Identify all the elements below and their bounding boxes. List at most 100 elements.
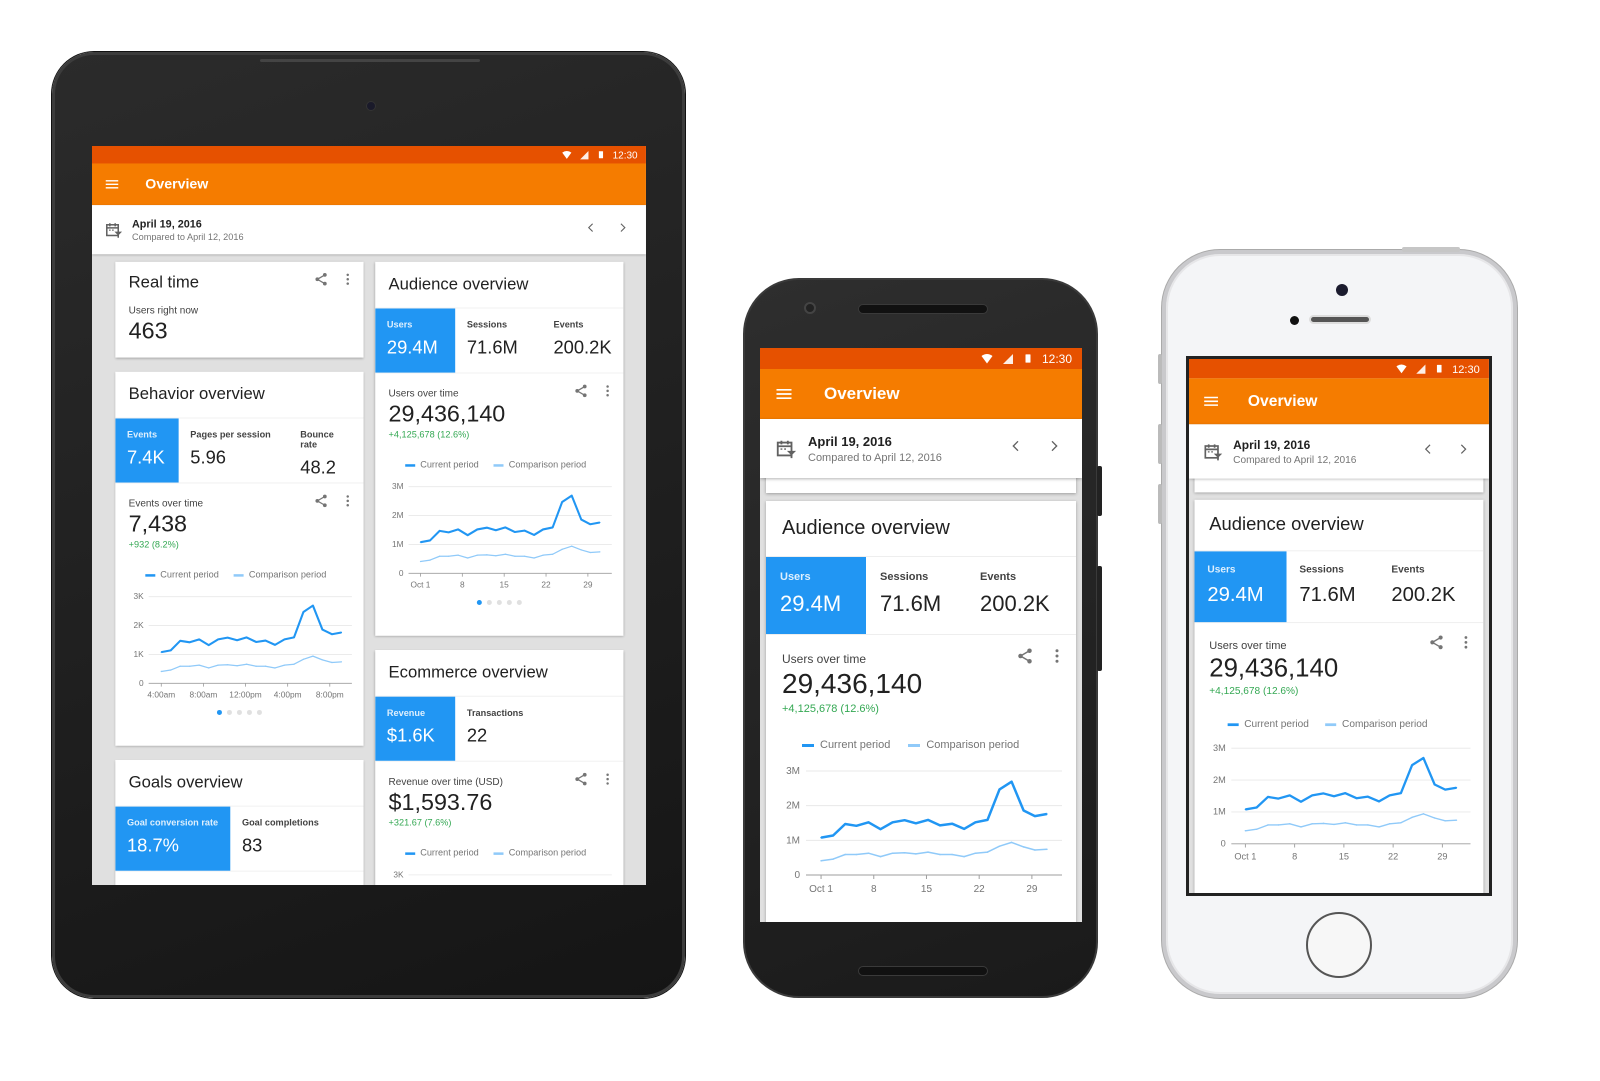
metric-tab[interactable]: Revenue $1.6K xyxy=(375,696,456,761)
more-vert-icon[interactable] xyxy=(1048,647,1066,665)
previous-date-button[interactable] xyxy=(1008,438,1024,459)
chevron-left-icon[interactable] xyxy=(1421,442,1436,457)
more-vert-icon[interactable] xyxy=(340,272,355,287)
more-vert-icon[interactable] xyxy=(1458,634,1475,651)
page-indicator[interactable] xyxy=(129,709,351,715)
menu-icon[interactable] xyxy=(104,176,121,193)
wifi-icon xyxy=(562,150,572,160)
menu-icon[interactable] xyxy=(1202,392,1220,410)
data-point xyxy=(533,557,535,559)
next-date-button[interactable] xyxy=(1046,438,1062,459)
legend-item: Comparison period xyxy=(233,568,326,581)
share-icon[interactable] xyxy=(573,383,588,398)
metric-tab[interactable]: Events 200.2K xyxy=(1379,551,1480,622)
audience-card[interactable]: Audience overview Users 29.4M Sessions 71.6M… xyxy=(1194,499,1484,893)
chevron-right-icon[interactable] xyxy=(1456,442,1471,457)
card-title-text: Goals overview xyxy=(128,773,243,792)
page-dot[interactable] xyxy=(236,709,242,715)
realtime-card[interactable]: Real time Users right now 463 xyxy=(115,261,364,358)
date-range-bar[interactable]: April 19, 2016 Compared to April 12, 2016 xyxy=(760,419,1082,478)
page-dot[interactable] xyxy=(486,599,492,605)
data-point xyxy=(312,604,314,607)
chevron-left-icon[interactable] xyxy=(584,221,597,234)
calendar-icon[interactable] xyxy=(1203,441,1223,461)
metric-tab[interactable]: Events 200.2K xyxy=(966,557,1076,634)
more-vert-icon[interactable] xyxy=(340,493,355,508)
next-date-button[interactable] xyxy=(616,221,629,238)
metric-tab[interactable]: Events 200.2K xyxy=(542,308,624,372)
share-icon[interactable] xyxy=(1428,634,1445,651)
metric-tab[interactable]: Pages per session 5.96 xyxy=(179,418,289,482)
share-icon[interactable] xyxy=(314,493,329,508)
calendar-icon[interactable] xyxy=(104,221,123,239)
data-point xyxy=(179,640,181,642)
metric-tab[interactable]: Events 7.4K xyxy=(115,418,179,483)
series-line-current xyxy=(820,780,1048,839)
behavior-card[interactable]: Behavior overview Events 7.4K Pages per ses… xyxy=(115,371,364,746)
calendar-icon[interactable] xyxy=(775,438,797,460)
metric-tab[interactable]: Transactions 22 xyxy=(455,697,588,761)
y-tick-label: 2M xyxy=(392,510,404,520)
data-point xyxy=(903,819,906,821)
data-point xyxy=(1378,826,1380,828)
data-point xyxy=(523,529,526,532)
page-dot[interactable] xyxy=(226,709,232,715)
data-point xyxy=(189,641,191,643)
goals-card[interactable]: Goals overview Goal conversion rate 18.7% G… xyxy=(115,759,364,885)
x-tick-label: 15 xyxy=(1339,851,1349,861)
chevron-right-icon[interactable] xyxy=(616,221,629,234)
page-dot[interactable] xyxy=(216,709,222,715)
menu-icon[interactable] xyxy=(774,384,794,404)
previous-date-button[interactable] xyxy=(584,221,597,238)
share-icon[interactable] xyxy=(573,772,588,787)
legend-swatch xyxy=(802,743,814,747)
ecommerce-card[interactable]: Ecommerce overview Revenue $1.6K Transactio… xyxy=(375,649,624,885)
data-point xyxy=(486,527,488,529)
status-time: 12:30 xyxy=(612,148,638,161)
page-dot[interactable] xyxy=(496,599,502,605)
data-point xyxy=(599,551,601,553)
page-dot[interactable] xyxy=(246,709,252,715)
audience-card[interactable]: Audience overview Users 29.4M Sessions 71.6M… xyxy=(766,501,1076,922)
metric-tab[interactable]: Bounce rate 48.2 xyxy=(289,418,364,482)
metric-tab[interactable]: Sessions 71.6M xyxy=(455,308,542,372)
next-date-button[interactable] xyxy=(1456,442,1471,461)
more-vert-icon[interactable] xyxy=(600,772,615,787)
metric-tab[interactable]: Goal conversion rate 18.7% xyxy=(115,806,231,871)
data-point xyxy=(340,661,343,663)
date-range-bar[interactable]: April 19, 2016 Compared to April 12, 2016 xyxy=(1189,424,1489,479)
previous-date-button[interactable] xyxy=(1421,442,1436,461)
data-point xyxy=(321,659,324,661)
metric-tab[interactable]: Goal completions 83 xyxy=(230,807,363,871)
data-point xyxy=(340,631,343,634)
metric-tab[interactable]: Users 29.4M xyxy=(766,557,866,634)
chevron-left-icon[interactable] xyxy=(1008,438,1024,454)
page-indicator[interactable] xyxy=(389,599,611,605)
audience-card[interactable]: Audience overview Users 29.4M Sessions 71.6M… xyxy=(375,261,624,636)
series-line-current xyxy=(1245,756,1457,811)
tablet-screen: 12:30 Overview April 19, 2016 Compared to… xyxy=(92,146,646,885)
battery-icon xyxy=(597,149,605,160)
chart-section: Users over time 29,436,140 +4,125,678 (1… xyxy=(375,373,623,605)
data-point xyxy=(514,531,516,533)
legend-swatch xyxy=(908,743,921,747)
metric-tab[interactable]: Users 29.4M xyxy=(1194,551,1287,623)
date-range-bar[interactable]: April 19, 2016 Compared to April 12, 2016 xyxy=(92,205,646,255)
battery-icon xyxy=(1023,352,1033,365)
page-dot[interactable] xyxy=(506,599,512,605)
chart-delta: +932 (8.2%) xyxy=(128,540,179,551)
chart-legend: Current period Comparison period xyxy=(782,737,1060,753)
data-point xyxy=(1388,823,1391,825)
share-icon[interactable] xyxy=(314,272,329,287)
chevron-right-icon[interactable] xyxy=(1046,438,1062,454)
page-dot[interactable] xyxy=(256,709,262,715)
metric-tab[interactable]: Users 29.4M xyxy=(375,308,456,373)
more-vert-icon[interactable] xyxy=(600,383,615,398)
metric-tab[interactable]: Sessions 71.6M xyxy=(866,557,966,634)
page-dot[interactable] xyxy=(476,599,482,605)
tablet-camera xyxy=(366,101,376,111)
page-dot[interactable] xyxy=(516,599,522,605)
legend-label: Current period xyxy=(160,569,219,580)
share-icon[interactable] xyxy=(1016,647,1034,665)
metric-tab[interactable]: Sessions 71.6M xyxy=(1287,551,1379,622)
